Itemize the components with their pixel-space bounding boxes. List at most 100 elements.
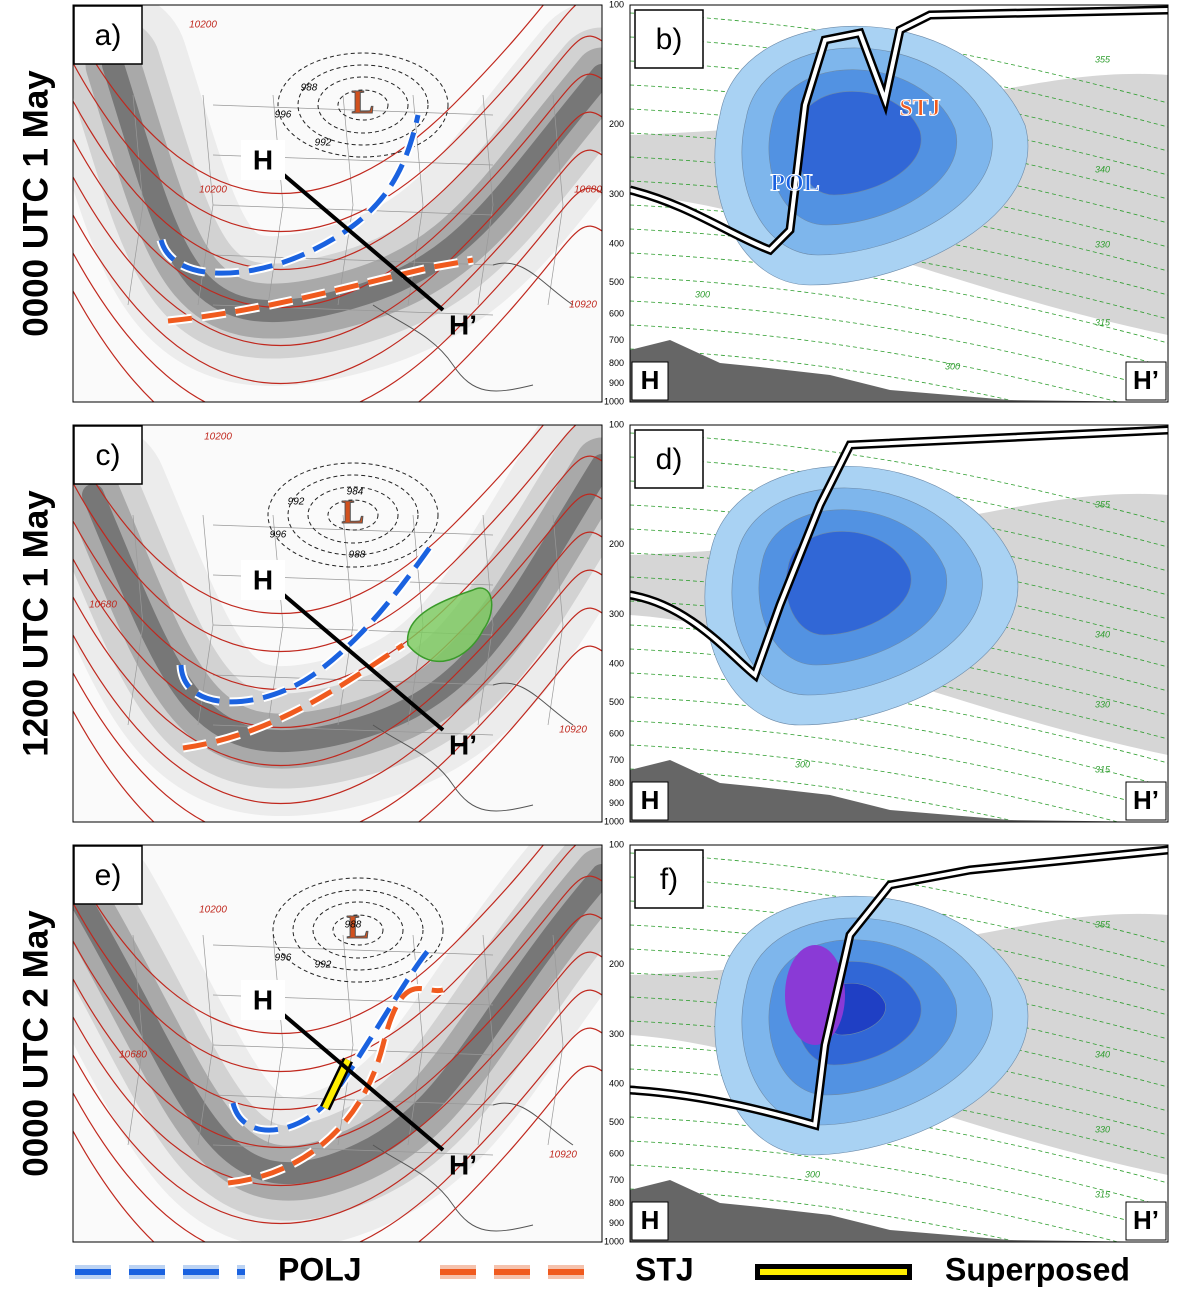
panel-label: b) <box>656 23 683 56</box>
map-panel: L102001068010920988996992HH’e) <box>73 800 602 1297</box>
pressure-tick-label: 600 <box>609 728 624 738</box>
theta-label: 330 <box>1095 239 1110 249</box>
pressure-tick-label: 300 <box>609 609 624 619</box>
section-end: H’ <box>449 1149 477 1180</box>
pressure-tick-label: 700 <box>609 755 624 765</box>
theta-label: 330 <box>1095 1124 1110 1134</box>
pressure-tick-label: 1000 <box>604 1236 624 1246</box>
theta-label: 300 <box>945 361 960 371</box>
pressure-label: 996 <box>270 530 287 541</box>
row-label: 1200 UTC 1 May <box>16 490 55 757</box>
section-end: H’ <box>1133 1205 1159 1235</box>
theta-label: 340 <box>1095 1049 1110 1059</box>
pressure-tick-label: 400 <box>609 1078 624 1088</box>
pressure-tick-label: 400 <box>609 238 624 248</box>
theta-label: 340 <box>1095 164 1110 174</box>
section-start: H <box>641 785 660 815</box>
section-body: 355340330315300HH’ <box>630 425 1168 883</box>
height-label: 10680 <box>574 185 602 196</box>
section-start: H <box>641 365 660 395</box>
map-panel: L 10200 10680 10920 992 984 996 988 H H’ c) <box>73 380 602 879</box>
panel-label-group: b) <box>635 10 703 68</box>
pressure-label: 992 <box>315 960 332 971</box>
panel-label: d) <box>656 443 683 476</box>
pressure-tick-label: 300 <box>609 1029 624 1039</box>
height-label: 10680 <box>89 600 117 611</box>
theta-label: 300 <box>805 1169 820 1179</box>
section-end: H’ <box>1133 785 1159 815</box>
pressure-tick-label: 800 <box>609 358 624 368</box>
pressure-label: 984 <box>347 487 364 498</box>
height-label: 10920 <box>549 1150 577 1161</box>
panel-label-group: d) <box>635 430 703 488</box>
theta-label: 340 <box>1095 629 1110 639</box>
pressure-tick-label: 500 <box>609 277 624 287</box>
section-start: H <box>253 564 273 595</box>
height-label: 10920 <box>569 300 597 311</box>
pressure-tick-label: 200 <box>609 959 624 969</box>
pressure-tick-label: 100 <box>609 0 624 9</box>
map-body: L 10200 10680 10920 992 984 996 988 H H’ <box>73 380 602 879</box>
pressure-tick-label: 200 <box>609 539 624 549</box>
section-body: 355 340 330 315 300 H H’ <box>630 845 1168 1297</box>
section-end: H’ <box>449 729 477 760</box>
pressure-tick-label: 100 <box>609 419 624 429</box>
pressure-tick-label: 900 <box>609 378 624 388</box>
pressure-tick-label: 400 <box>609 658 624 668</box>
legend-label: Superposed <box>945 1251 1130 1287</box>
theta-label: 330 <box>1095 699 1110 709</box>
pressure-tick-label: 100 <box>609 839 624 849</box>
height-label: 10680 <box>119 1050 147 1061</box>
row-label: 0000 UTC 2 May <box>16 910 55 1177</box>
panel-label: c) <box>96 439 121 472</box>
pressure-tick-label: 800 <box>609 778 624 788</box>
pressure-label: 996 <box>275 110 292 121</box>
height-label: 10200 <box>189 20 217 31</box>
pressure-tick-label: 600 <box>609 308 624 318</box>
jet-label: POL <box>770 171 819 197</box>
theta-label: 315 <box>1095 764 1111 774</box>
pressure-label: 988 <box>301 83 318 94</box>
figure: 0000 UTC 1 May L 10200 10200 10680 10920 996 98… <box>0 0 1196 1297</box>
section-start: H <box>641 1205 660 1235</box>
theta-label: 355 <box>1095 499 1111 509</box>
panel-label: f) <box>660 863 678 896</box>
pressure-tick-label: 1000 <box>604 396 624 406</box>
row-label: 0000 UTC 1 May <box>16 70 55 337</box>
height-label: 10200 <box>199 905 227 916</box>
legend-label: POLJ <box>278 1251 362 1287</box>
pressure-tick-label: 200 <box>609 119 624 129</box>
theta-label: 355 <box>1095 919 1111 929</box>
panel-label: e) <box>95 859 122 892</box>
theta-label: 300 <box>695 289 710 299</box>
pressure-label: 992 <box>315 138 332 149</box>
pressure-tick-label: 900 <box>609 1218 624 1228</box>
height-label: 10200 <box>199 185 227 196</box>
panel-label-group: f) <box>635 850 703 908</box>
panel-label: a) <box>95 19 122 52</box>
pressure-tick-label: 500 <box>609 697 624 707</box>
map-panel: L10200102001068010920996988992HH’a) <box>73 0 602 460</box>
theta-label: 315 <box>1095 1189 1111 1199</box>
height-label: 10920 <box>559 725 587 736</box>
pressure-tick-label: 700 <box>609 1175 624 1185</box>
low-center: L <box>342 494 365 531</box>
pressure-label: 992 <box>288 497 305 508</box>
low-center: L <box>352 84 375 121</box>
map-body: L102001068010920988996992HH’ <box>73 800 602 1297</box>
pressure-label: 988 <box>349 550 366 561</box>
section-start: H <box>253 984 273 1015</box>
theta-label: 315 <box>1095 317 1111 327</box>
pressure-tick-label: 900 <box>609 798 624 808</box>
pressure-tick-label: 600 <box>609 1148 624 1158</box>
pressure-tick-label: 500 <box>609 1117 624 1127</box>
pressure-label: 996 <box>275 953 292 964</box>
section-end: H’ <box>449 309 477 340</box>
height-label: 10200 <box>204 432 232 443</box>
